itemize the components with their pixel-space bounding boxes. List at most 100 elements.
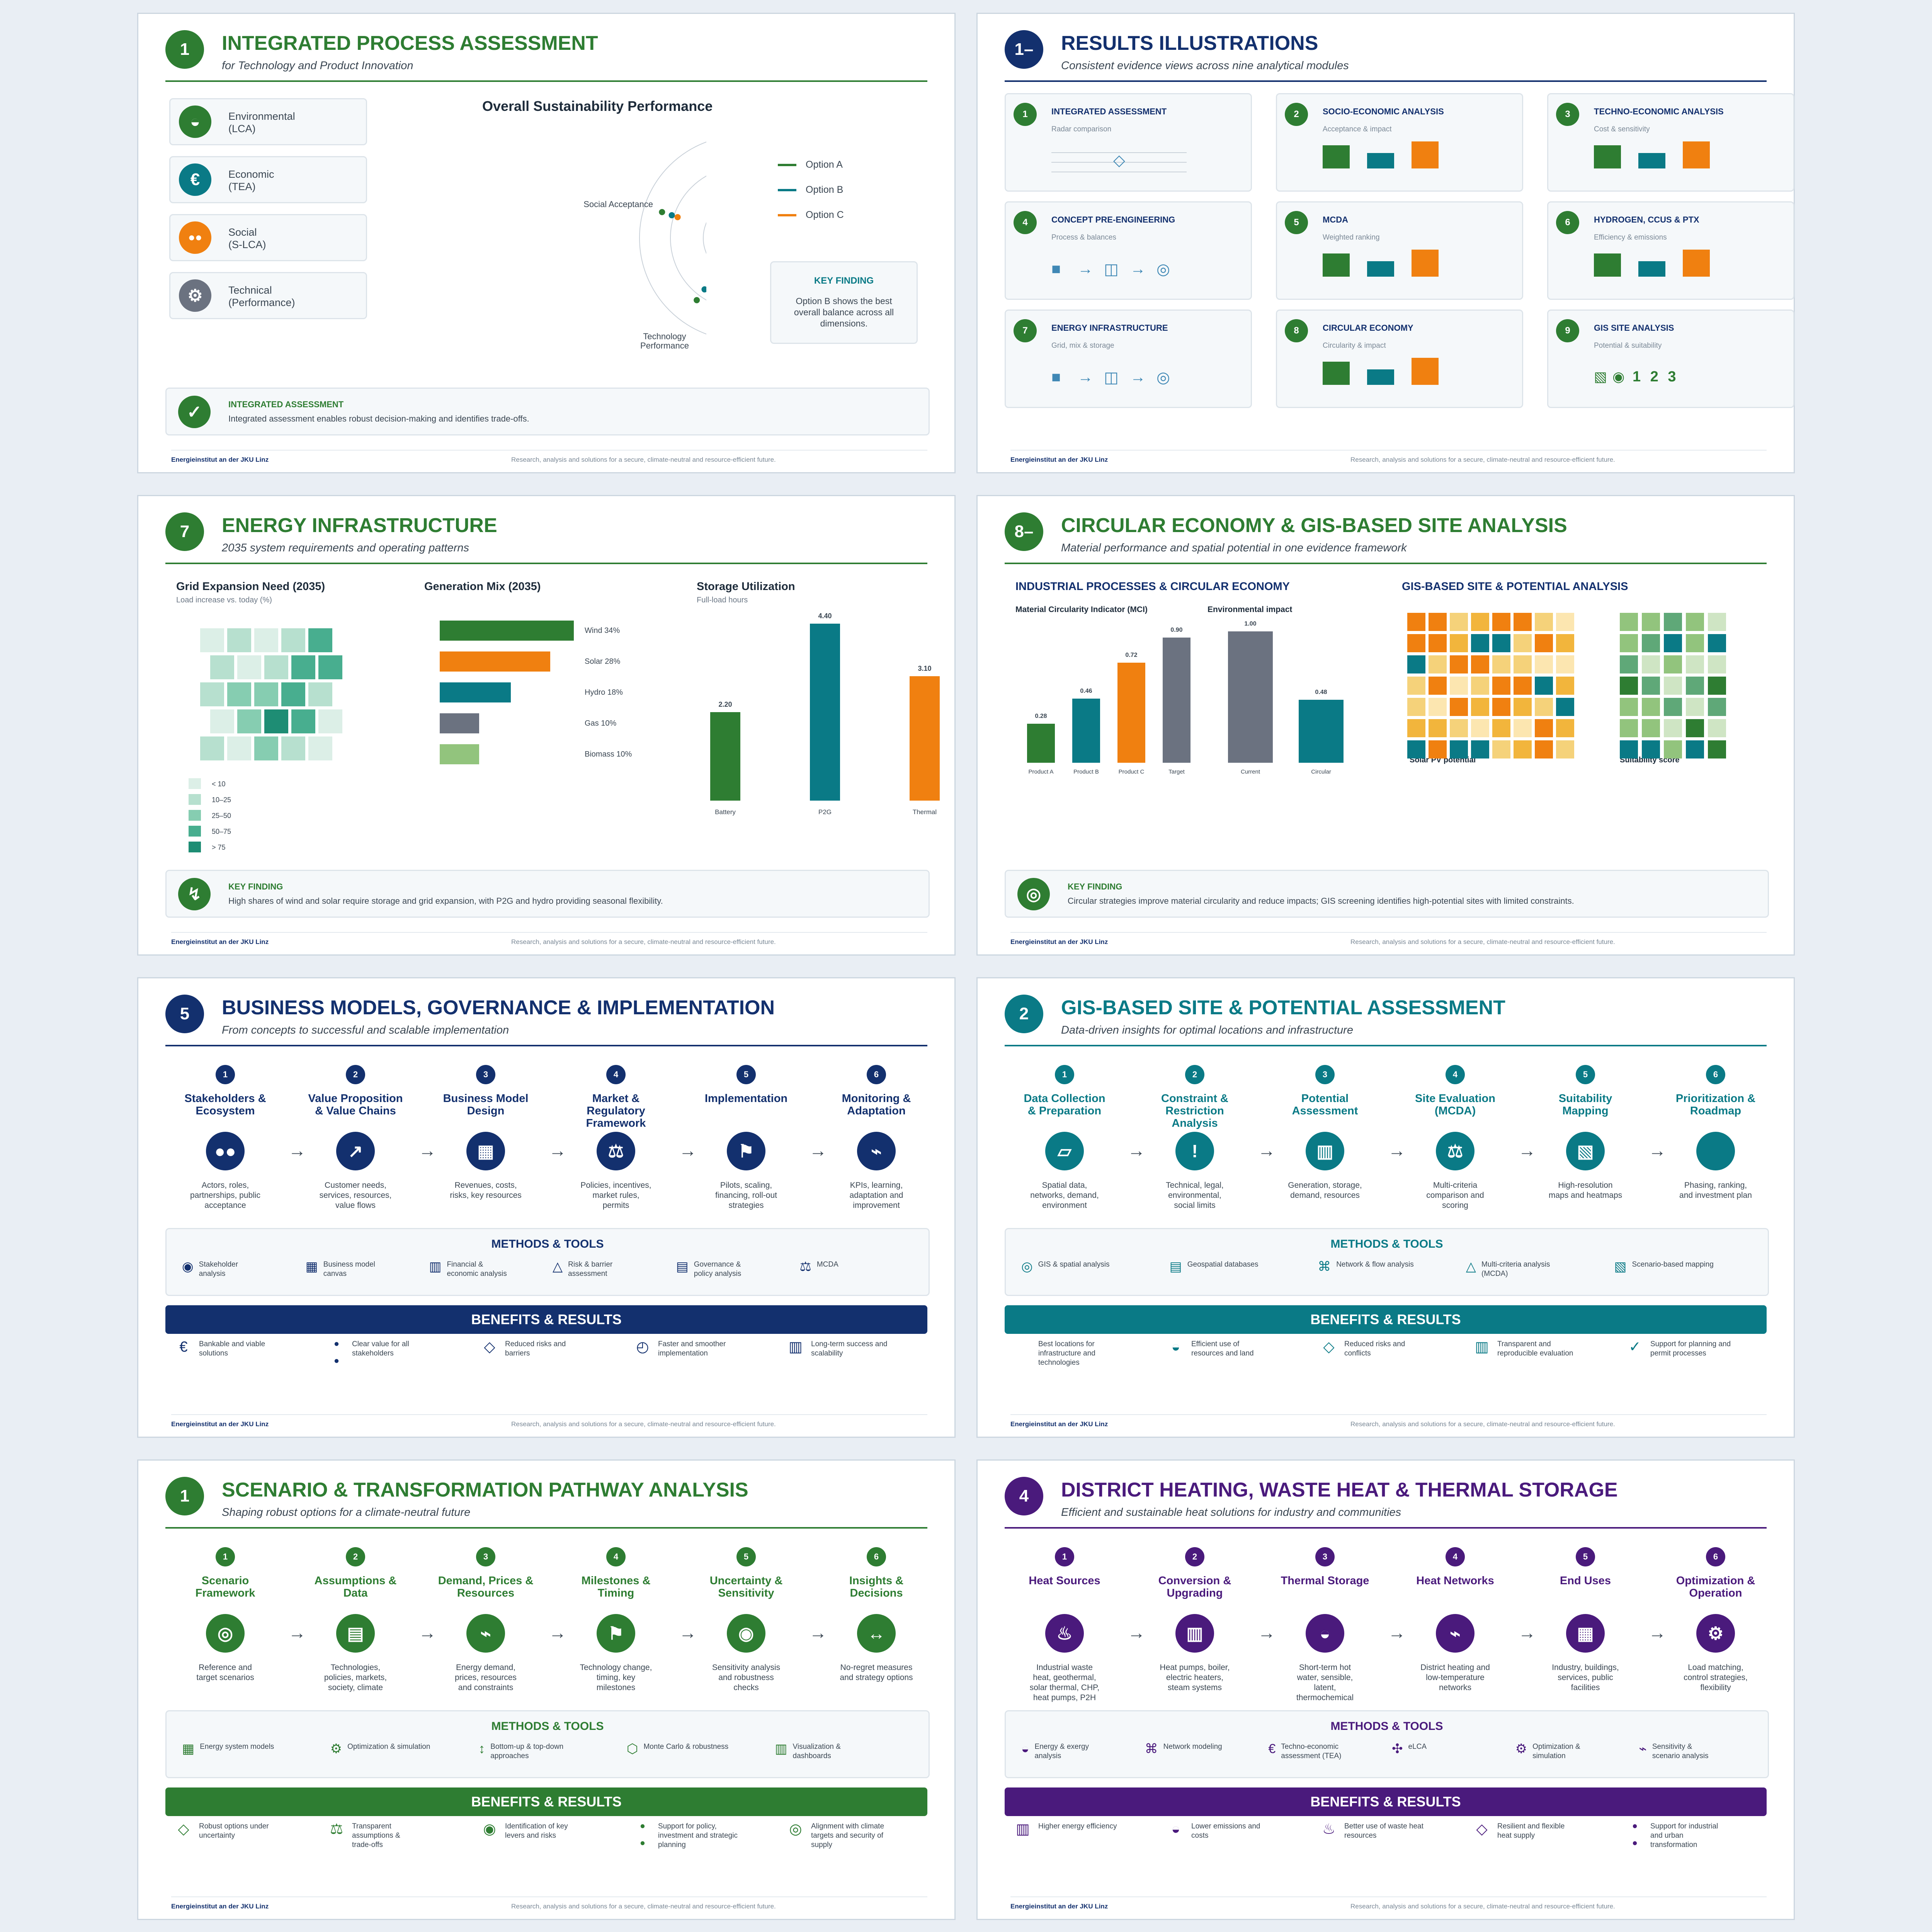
step-description: Load matching, control strategies, flexi… bbox=[1684, 1663, 1748, 1692]
scales-icon: ⚖ bbox=[330, 1821, 344, 1837]
map-cell bbox=[1514, 719, 1532, 737]
module-number: 7 bbox=[1014, 319, 1037, 342]
dimension-label: Economic (TEA) bbox=[228, 168, 274, 192]
map-cell bbox=[1407, 698, 1425, 716]
method-label: Multi-criteria analysis (MCDA) bbox=[1481, 1260, 1550, 1278]
methods-tools-panel: METHODS & TOOLS ▦ Energy system models ⚙ Opt… bbox=[165, 1710, 930, 1778]
dimension-card: ◒ Environmental (LCA) bbox=[169, 98, 367, 145]
gear-icon: ⚙ bbox=[1696, 1614, 1735, 1653]
footer-org: Energieinstitut an der JKU Linz bbox=[171, 938, 269, 946]
method-item: ⬡ Monte Carlo & robustness bbox=[627, 1742, 761, 1755]
step-description: Customer needs, services, resources, val… bbox=[319, 1181, 392, 1210]
arrow-right-icon: → bbox=[809, 1140, 827, 1160]
step-label: Thermal Storage bbox=[1281, 1575, 1369, 1587]
arrow-right-icon: → bbox=[1518, 1622, 1536, 1643]
title-rule bbox=[165, 1045, 927, 1046]
benefit-item: ▥ Transparent and reproducible evaluation bbox=[1473, 1340, 1586, 1358]
slide-integrated-assessment: 1 INTEGRATED PROCESS ASSESSMENT for Tech… bbox=[137, 13, 956, 473]
grid-cell bbox=[318, 709, 342, 733]
map-cell bbox=[1556, 677, 1574, 695]
benefit-item: ♨ Better use of waste heat resources bbox=[1320, 1822, 1433, 1840]
method-item: ◉ Stakeholder analysis bbox=[182, 1260, 291, 1279]
step-number-4: 4 bbox=[606, 1547, 626, 1566]
hexagon-icon: ⬡ bbox=[626, 1742, 638, 1756]
radar-chart: SafetyCostsResource UseTechnologyPerform… bbox=[583, 141, 706, 350]
method-label: GIS & spatial analysis bbox=[1038, 1260, 1110, 1269]
map-cell bbox=[1620, 677, 1638, 695]
arrow-right-icon: → bbox=[288, 1622, 306, 1643]
benefit-label: Efficient use of resources and land bbox=[1191, 1340, 1254, 1357]
step-number-6: 6 bbox=[1706, 1547, 1725, 1566]
benefit-label: Transparent assumptions & trade-offs bbox=[352, 1822, 400, 1849]
key-finding-card: KEY FINDING Option B shows the best over… bbox=[770, 261, 918, 344]
step-description: Pilots, scaling, financing, roll-out str… bbox=[715, 1181, 777, 1210]
pulse-icon: ⌁ bbox=[466, 1614, 505, 1653]
key-finding-card: ↯ KEY FINDING High shares of wind and so… bbox=[165, 870, 930, 918]
people-icon: ●● bbox=[206, 1132, 245, 1170]
chart-icon: ▥ bbox=[1016, 1821, 1030, 1837]
map-cell bbox=[1471, 655, 1489, 673]
arrow-right-icon: → bbox=[1078, 369, 1093, 386]
legend-swatch bbox=[778, 163, 796, 166]
method-item: € Techno-economic assessment (TEA) bbox=[1268, 1742, 1374, 1761]
legend-label: Option C bbox=[806, 209, 844, 220]
mci-value-label: 0.46 bbox=[1080, 688, 1092, 695]
step-number-3: 3 bbox=[476, 1065, 495, 1084]
mix-bar bbox=[440, 621, 574, 641]
slide-business-models: 5 BUSINESS MODELS, GOVERNANCE & IMPLEMENT… bbox=[137, 977, 956, 1438]
radar-axis-label: Technology Performance bbox=[640, 332, 689, 350]
step-number-2: 2 bbox=[346, 1065, 365, 1084]
target-icon: ◎ bbox=[206, 1614, 245, 1653]
footer-tagline: Research, analysis and solutions for a s… bbox=[1350, 456, 1615, 463]
slide-number-badge: 5 bbox=[165, 995, 204, 1033]
module-card: 3 TECHNO-ECONOMIC ANALYSIS Cost & sensitiv… bbox=[1547, 93, 1794, 192]
legend-swatch bbox=[189, 842, 201, 852]
map-cell bbox=[1450, 655, 1468, 673]
key-finding-text: Circular strategies improve material cir… bbox=[1068, 896, 1574, 906]
step-description: No-regret measures and strategy options bbox=[840, 1663, 913, 1682]
storage-bar bbox=[810, 624, 840, 801]
benefit-label: Identification of key levers and risks bbox=[505, 1822, 568, 1840]
map-cell bbox=[1708, 677, 1726, 695]
benefit-item: ◒ Lower emissions and costs bbox=[1167, 1822, 1280, 1840]
step-description: Phasing, ranking, and investment plan bbox=[1679, 1181, 1752, 1200]
step-label: Site Evaluation (MCDA) bbox=[1415, 1092, 1495, 1117]
method-item: ⚙ Optimization & simulation bbox=[330, 1742, 465, 1755]
module-subtitle: Weighted ranking bbox=[1323, 233, 1380, 242]
map-cell bbox=[1407, 655, 1425, 673]
benefit-item: ◇ Reduced risks and barriers bbox=[481, 1340, 594, 1358]
mini-bar bbox=[1412, 250, 1439, 277]
benefit-label: Support for planning and permit processe… bbox=[1650, 1340, 1731, 1357]
storage-category-label: Thermal bbox=[912, 808, 937, 816]
legend-item: Option C bbox=[778, 209, 844, 221]
footer: Energieinstitut an der JKU Linz Research,… bbox=[171, 1896, 927, 1912]
slide-results-illustrations: 1– RESULTS ILLUSTRATIONS Consistent evid… bbox=[976, 13, 1795, 473]
arrow-right-icon: → bbox=[809, 1622, 827, 1643]
step-number-2: 2 bbox=[1185, 1547, 1204, 1566]
storage-category-label: Battery bbox=[715, 808, 736, 816]
method-label: MCDA bbox=[816, 1260, 838, 1269]
map-cell bbox=[1514, 634, 1532, 652]
map-cell bbox=[1535, 698, 1553, 716]
map-cell bbox=[1407, 740, 1425, 759]
legend-label: 10–25 bbox=[212, 796, 231, 804]
method-label: Network modeling bbox=[1163, 1743, 1222, 1751]
map-cell bbox=[1642, 740, 1660, 759]
step-label: Conversion & Upgrading bbox=[1158, 1575, 1231, 1599]
dimension-label: Environmental (LCA) bbox=[228, 111, 295, 134]
method-label: Energy system models bbox=[200, 1743, 274, 1751]
grid-cell bbox=[237, 709, 261, 733]
module-subtitle: Efficiency & emissions bbox=[1594, 233, 1667, 242]
step-number-3: 3 bbox=[476, 1547, 495, 1566]
step-description: Generation, storage, demand, resources bbox=[1288, 1181, 1362, 1200]
benefit-label: Support for policy, investment and strat… bbox=[658, 1822, 738, 1849]
map-cell bbox=[1708, 740, 1726, 759]
map-cell bbox=[1556, 613, 1574, 631]
mci-category-label: Product B bbox=[1073, 769, 1099, 775]
arrow-right-icon: → bbox=[1078, 260, 1093, 277]
radar-point bbox=[668, 212, 675, 219]
map-cell bbox=[1429, 698, 1447, 716]
map-cell bbox=[1429, 634, 1447, 652]
method-label: Network & flow analysis bbox=[1336, 1260, 1414, 1269]
mini-bar bbox=[1323, 145, 1350, 168]
